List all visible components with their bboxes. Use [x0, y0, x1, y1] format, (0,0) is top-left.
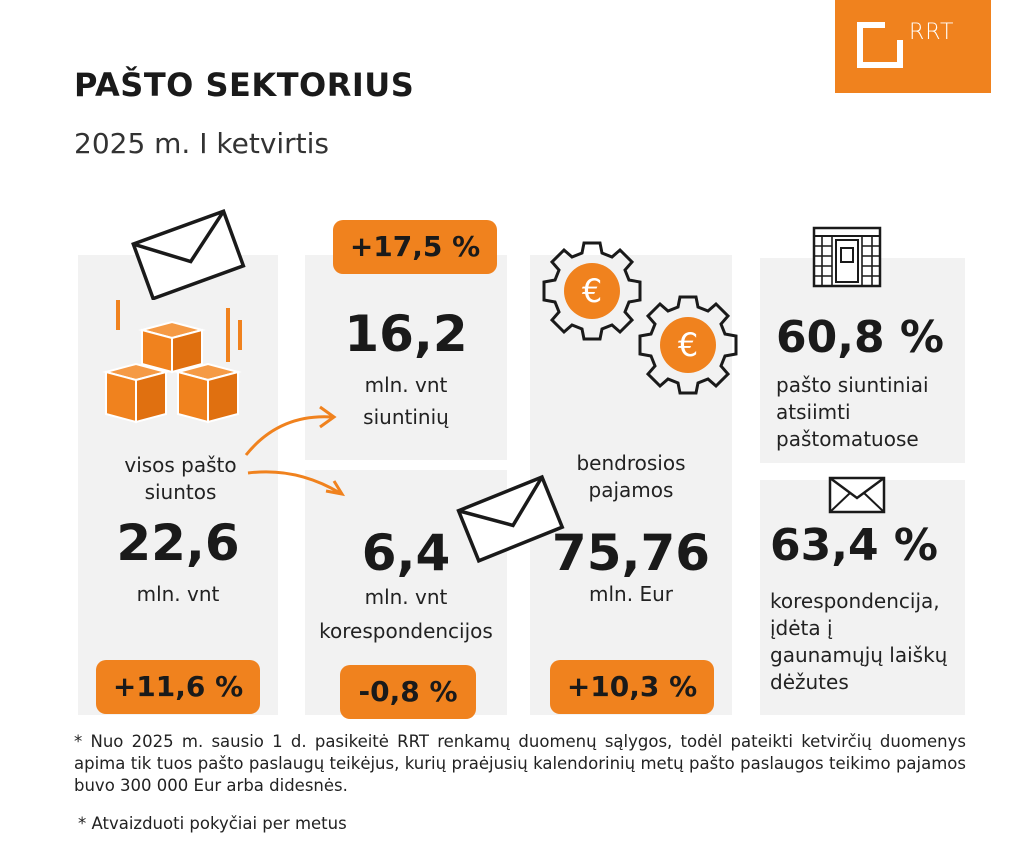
parcels-panel [305, 255, 507, 460]
correspondence-value: 6,4 [361, 524, 451, 582]
lockers-value: 60,8 % [776, 312, 944, 363]
logo-text: RRT [909, 20, 955, 45]
rrt-logo: RRT [835, 0, 991, 93]
revenue-value: 75,76 [551, 524, 711, 582]
page-title: PAŠTO SEKTORIUS [74, 66, 415, 104]
rrt-logo-mark-icon [857, 22, 903, 68]
parcels-change-badge: +17,5 % [333, 220, 497, 274]
correspondence-change-badge: -0,8 % [340, 665, 476, 719]
total-unit: mln. vnt [136, 582, 220, 606]
arrow-icon [244, 405, 346, 497]
lockers-label: pašto siuntiniai atsiimti paštomatuose [776, 373, 929, 451]
mailboxes-label: korespondencija, įdėta į gaunamųjų laišk… [770, 589, 948, 694]
envelope-icon [828, 476, 886, 514]
envelope-icon [131, 209, 246, 300]
euro-gear-icon: € € [542, 241, 738, 395]
parcels-unit: mln. vnt [364, 373, 448, 397]
mailboxes-value: 63,4 % [770, 520, 938, 571]
total-label: visos pašto siuntos [124, 453, 237, 504]
envelope-icon [456, 474, 565, 564]
footnote-data-conditions: * Nuo 2025 m. sausio 1 d. pasikeitė RRT … [74, 732, 966, 795]
boxes-icon [102, 300, 242, 424]
revenue-unit: mln. Eur [589, 582, 673, 606]
parcel-locker-icon [812, 226, 882, 288]
footnote-annual-changes: * Atvaizduoti pokyčiai per metus [78, 814, 347, 833]
parcels-value: 16,2 [344, 305, 468, 363]
total-value: 22,6 [116, 514, 240, 572]
correspondence-unit: mln. vnt [364, 585, 448, 609]
parcels-label: siuntinių [363, 405, 449, 429]
svg-text:€: € [678, 326, 698, 364]
lockers-panel [760, 258, 965, 463]
revenue-label: bendrosios pajamos [576, 451, 686, 502]
mailboxes-panel [760, 480, 965, 715]
total-change-badge: +11,6 % [96, 660, 260, 714]
revenue-change-badge: +10,3 % [550, 660, 714, 714]
correspondence-label: korespondencijos [319, 619, 493, 643]
page-subtitle: 2025 m. I ketvirtis [74, 127, 330, 160]
svg-text:€: € [582, 272, 602, 310]
